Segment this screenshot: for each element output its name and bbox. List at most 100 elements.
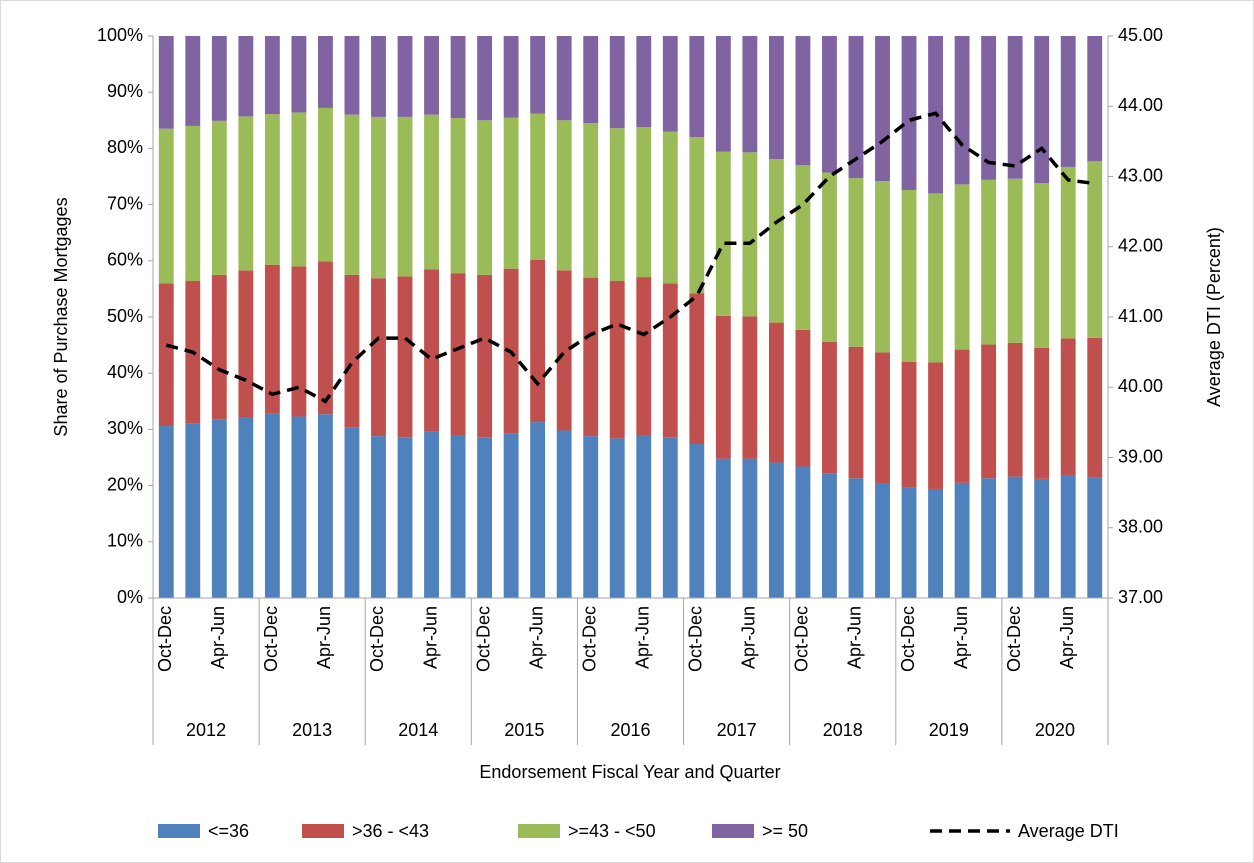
bar-segment bbox=[848, 36, 864, 179]
bar-segment bbox=[1087, 477, 1103, 598]
x-tick-label: Apr-Jun bbox=[208, 606, 228, 669]
bar-segment bbox=[291, 416, 307, 598]
bar-segment bbox=[238, 36, 254, 117]
bar-segment bbox=[901, 361, 917, 488]
bar-segment bbox=[211, 36, 227, 121]
bar-segment bbox=[450, 435, 466, 598]
bar-segment bbox=[344, 36, 360, 115]
y2-axis-title: Average DTI (Percent) bbox=[1204, 227, 1224, 407]
legend-label: >36 - <43 bbox=[352, 821, 429, 841]
bar-segment bbox=[1087, 36, 1103, 162]
bar-segment bbox=[503, 117, 519, 269]
bar-segment bbox=[822, 36, 837, 173]
bar-segment bbox=[264, 114, 280, 265]
bar-segment bbox=[503, 433, 519, 598]
y2-tick-label: 41.00 bbox=[1118, 306, 1163, 326]
x-tick-label: Apr-Jun bbox=[1057, 606, 1077, 669]
bar-segment bbox=[928, 362, 943, 489]
y-tick-label: 60% bbox=[107, 250, 143, 270]
legend-label: <=36 bbox=[208, 821, 249, 841]
bar-segment bbox=[875, 483, 890, 598]
bar-segment bbox=[1034, 36, 1050, 184]
x-tick-label: Apr-Jun bbox=[951, 606, 971, 669]
x-tick-label: Apr-Jun bbox=[845, 606, 865, 669]
bar-segment bbox=[689, 444, 705, 598]
bar-segment bbox=[158, 426, 174, 598]
bar-segment bbox=[450, 118, 466, 274]
group-label: 2018 bbox=[823, 720, 863, 740]
legend-swatch bbox=[712, 824, 754, 838]
group-label: 2019 bbox=[929, 720, 969, 740]
bar-segment bbox=[211, 274, 227, 420]
x-tick-label: Oct-Dec bbox=[1004, 606, 1024, 672]
bar-segment bbox=[344, 274, 360, 428]
bar-segment bbox=[928, 488, 943, 598]
bar-segment bbox=[609, 36, 625, 129]
bar-segment bbox=[822, 172, 837, 342]
group-label: 2012 bbox=[186, 720, 226, 740]
bar-segment bbox=[450, 273, 466, 436]
bar-segment bbox=[1007, 36, 1023, 179]
y-tick-label: 80% bbox=[107, 137, 143, 157]
group-label: 2015 bbox=[504, 720, 544, 740]
bar-segment bbox=[371, 116, 386, 279]
bar-segment bbox=[530, 422, 546, 598]
y-tick-label: 40% bbox=[107, 362, 143, 382]
y-tick-label: 10% bbox=[107, 531, 143, 551]
group-label: 2014 bbox=[398, 720, 438, 740]
bar-segment bbox=[768, 159, 784, 323]
bar-segment bbox=[689, 137, 705, 294]
bar-segment bbox=[318, 261, 333, 415]
y2-tick-label: 38.00 bbox=[1118, 517, 1163, 537]
y-axis-title: Share of Purchase Mortgages bbox=[51, 197, 71, 436]
bar-segment bbox=[158, 128, 174, 284]
bar-segment bbox=[556, 120, 572, 271]
bar-segment bbox=[954, 482, 970, 598]
bar-segment bbox=[397, 116, 413, 277]
bar-segment bbox=[371, 278, 386, 437]
bar-segment bbox=[901, 36, 917, 190]
bar-segment bbox=[662, 437, 678, 598]
bar-segment bbox=[795, 36, 811, 166]
group-label: 2013 bbox=[292, 720, 332, 740]
bar-segment bbox=[848, 346, 864, 479]
bar-segment bbox=[158, 36, 174, 129]
bar-segment bbox=[211, 120, 227, 275]
y2-tick-label: 44.00 bbox=[1118, 95, 1163, 115]
x-tick-label: Apr-Jun bbox=[526, 606, 546, 669]
bar-segment bbox=[583, 36, 599, 124]
bar-segment bbox=[291, 36, 307, 113]
bar-segment bbox=[1087, 337, 1103, 478]
bar-segment bbox=[371, 436, 386, 598]
y-tick-label: 30% bbox=[107, 418, 143, 438]
legend-label: Average DTI bbox=[1018, 821, 1119, 841]
x-axis-title: Endorsement Fiscal Year and Quarter bbox=[479, 762, 780, 782]
y2-tick-label: 45.00 bbox=[1118, 25, 1163, 45]
bar-segment bbox=[1060, 474, 1076, 598]
y2-tick-label: 42.00 bbox=[1118, 236, 1163, 256]
legend-label: >=43 - <50 bbox=[568, 821, 656, 841]
bar-segment bbox=[503, 36, 519, 118]
legend-swatch bbox=[302, 824, 344, 838]
x-tick-label: Apr-Jun bbox=[739, 606, 759, 669]
bar-segment bbox=[238, 116, 254, 271]
bar-segment bbox=[768, 322, 784, 463]
bar-segment bbox=[264, 413, 280, 598]
bar-segment bbox=[556, 36, 572, 121]
bar-segment bbox=[848, 478, 864, 598]
bar-segment bbox=[344, 114, 360, 275]
bar-segment bbox=[583, 436, 599, 598]
x-tick-label: Oct-Dec bbox=[686, 606, 706, 672]
bar-segment bbox=[981, 344, 997, 479]
bar-segment bbox=[264, 36, 280, 115]
bar-segment bbox=[185, 423, 201, 598]
bar-segment bbox=[609, 438, 625, 598]
bar-segment bbox=[1060, 338, 1076, 475]
bar-segment bbox=[795, 329, 811, 467]
bar-segment bbox=[185, 125, 201, 282]
bar-segment bbox=[424, 36, 439, 115]
y-tick-label: 0% bbox=[117, 587, 143, 607]
group-label: 2017 bbox=[717, 720, 757, 740]
bar-segment bbox=[450, 36, 466, 119]
bar-segment bbox=[689, 36, 705, 138]
